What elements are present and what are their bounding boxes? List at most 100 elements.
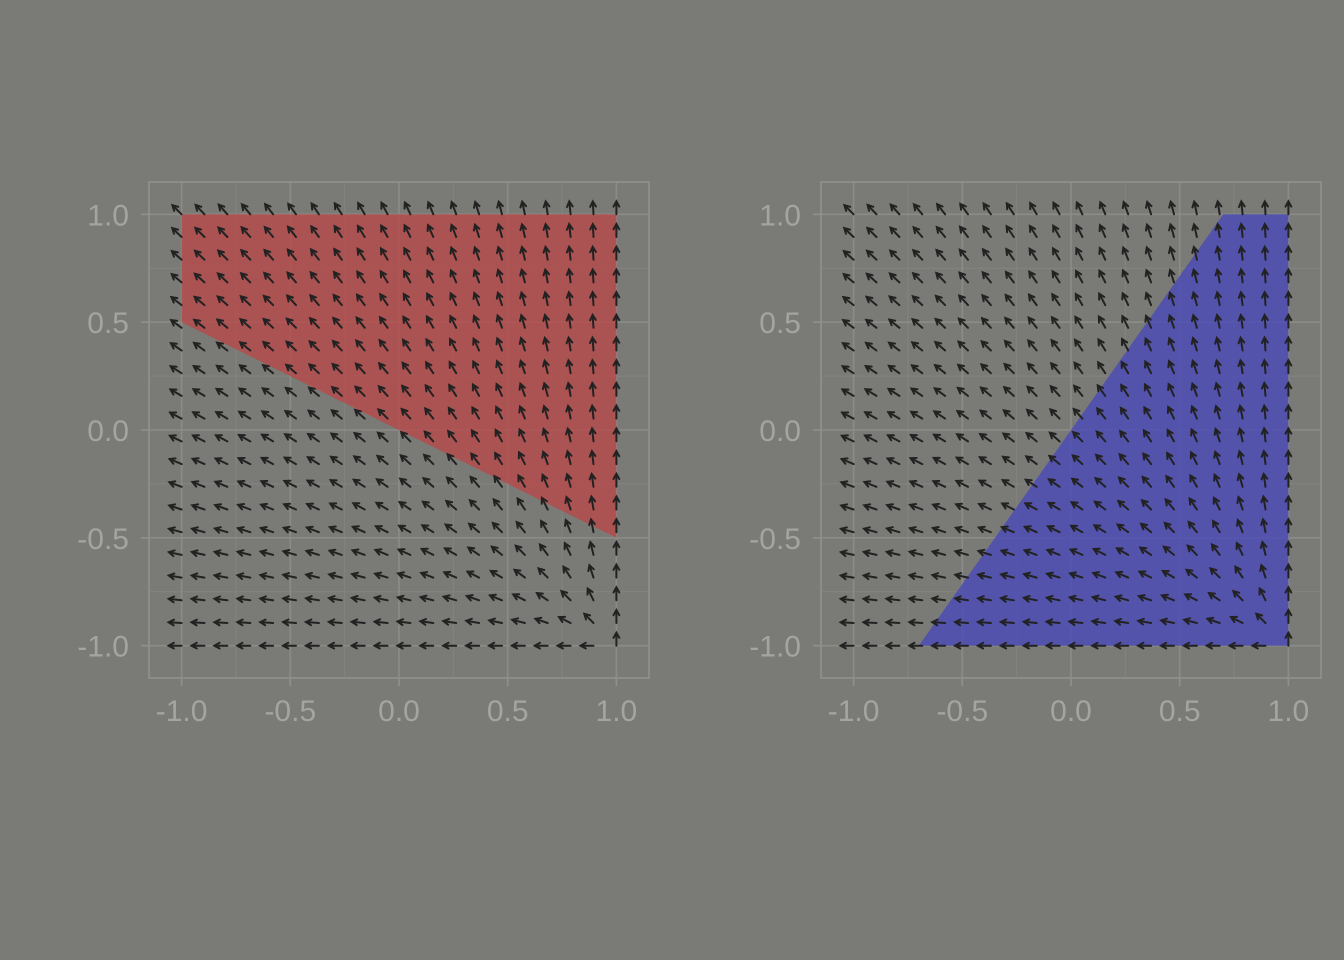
vector-arrow	[1163, 521, 1175, 534]
vector-arrow	[1121, 222, 1130, 238]
vector-arrow	[258, 526, 275, 534]
vector-arrow	[421, 476, 435, 488]
vector-arrow	[304, 572, 320, 580]
vector-arrow	[931, 479, 947, 488]
vector-arrow	[1098, 200, 1107, 216]
vector-arrow	[1168, 245, 1176, 261]
vector-arrow	[532, 641, 549, 650]
vector-arrow	[563, 541, 572, 556]
vector-arrow	[441, 618, 458, 626]
vector-arrow	[376, 408, 389, 420]
vector-arrow	[537, 566, 549, 579]
vector-arrow	[1237, 244, 1246, 261]
vector-arrow	[495, 336, 503, 352]
vector-arrow	[1136, 594, 1153, 602]
vector-arrow	[1214, 335, 1222, 352]
vector-arrow	[1144, 291, 1153, 307]
vector-arrow	[1191, 245, 1199, 261]
vector-arrow	[1068, 548, 1084, 556]
vector-arrow	[285, 317, 297, 329]
vector-arrow	[861, 641, 878, 650]
vector-arrow	[1001, 455, 1015, 466]
vector-arrow	[612, 267, 621, 284]
vector-arrow	[1214, 267, 1223, 284]
vector-arrow	[1072, 407, 1084, 420]
vector-arrow	[449, 291, 458, 307]
vector-arrow	[259, 502, 275, 511]
vector-arrow	[449, 314, 458, 329]
vector-arrow	[538, 542, 549, 556]
vector-arrow	[1284, 290, 1293, 307]
vector-arrow	[495, 268, 504, 284]
vector-arrow	[396, 571, 412, 579]
vector-arrow	[912, 225, 924, 238]
vector-arrow	[380, 223, 389, 238]
vector-arrow	[841, 342, 855, 352]
vector-arrow	[978, 456, 992, 466]
vector-arrow	[612, 494, 621, 511]
vector-arrow	[1144, 268, 1153, 284]
vector-arrow	[373, 571, 389, 580]
vector-arrow	[395, 618, 412, 626]
vector-arrow	[418, 641, 435, 650]
vector-arrow	[286, 271, 297, 284]
vector-arrow	[930, 618, 947, 627]
vector-arrow	[1235, 541, 1244, 556]
vector-arrow	[588, 426, 597, 443]
vector-arrow	[330, 385, 343, 397]
vector-arrow	[1259, 540, 1268, 556]
vector-arrow	[373, 548, 389, 556]
vector-arrow	[978, 432, 992, 443]
vector-arrow	[166, 641, 183, 650]
y-tick-label: 0.5	[759, 307, 801, 340]
vector-arrow	[1164, 497, 1175, 511]
vector-arrow	[192, 318, 206, 329]
x-tick-label: -0.5	[936, 695, 988, 728]
vector-arrow	[258, 572, 275, 580]
vector-arrow	[378, 315, 389, 329]
vector-arrow	[1238, 199, 1246, 216]
vector-arrow	[1072, 384, 1084, 397]
vector-arrow	[355, 315, 366, 329]
vector-arrow	[423, 430, 435, 443]
vector-arrow	[1284, 312, 1293, 329]
vector-arrow	[582, 612, 595, 624]
vector-arrow	[517, 450, 526, 466]
vector-arrow	[1098, 291, 1107, 307]
vector-arrow	[911, 294, 924, 307]
vector-arrow	[1205, 616, 1221, 625]
vector-arrow	[566, 199, 574, 216]
vector-arrow	[193, 249, 206, 261]
vector-arrow	[1003, 362, 1015, 375]
vector-arrow	[305, 479, 320, 488]
vector-arrow	[541, 472, 549, 488]
vector-arrow	[907, 526, 924, 534]
vector-arrow	[864, 295, 878, 307]
vector-arrow	[884, 572, 901, 580]
vector-arrow	[238, 364, 252, 375]
vector-arrow	[374, 501, 389, 511]
vector-arrow	[861, 549, 878, 557]
vector-arrow	[542, 335, 550, 352]
vector-arrow	[307, 362, 320, 375]
vector-arrow	[519, 222, 527, 238]
vector-arrow	[403, 269, 412, 284]
vector-arrow	[167, 503, 183, 511]
vector-arrow	[1162, 545, 1175, 556]
vector-arrow	[463, 641, 481, 650]
vector-arrow	[511, 593, 526, 602]
vector-arrow	[1261, 222, 1269, 238]
vector-arrow	[1284, 607, 1293, 624]
vector-arrow	[426, 291, 435, 307]
vector-arrow	[372, 618, 389, 626]
vector-arrow	[377, 361, 389, 375]
vector-arrow	[1167, 359, 1175, 375]
vector-arrow	[168, 365, 183, 375]
vector-arrow	[472, 222, 481, 238]
vector-arrow	[612, 358, 621, 375]
vector-arrow	[999, 525, 1015, 534]
vector-arrow	[258, 618, 275, 627]
vector-arrow	[1090, 641, 1107, 650]
vector-arrow	[956, 363, 969, 375]
vector-arrow	[235, 595, 252, 604]
